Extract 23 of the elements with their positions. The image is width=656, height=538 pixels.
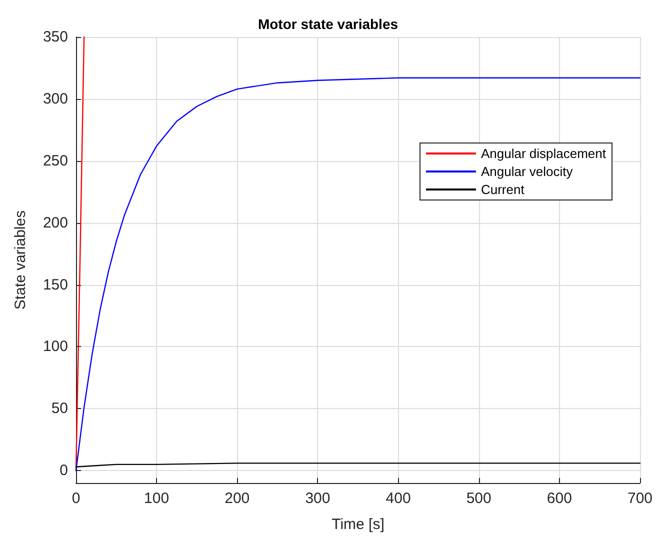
x-tick-label: 0 (72, 490, 80, 507)
y-tick-label: 200 (42, 214, 68, 232)
x-tick-label: 400 (386, 490, 411, 507)
y-tick-label: 350 (42, 28, 68, 46)
x-tick-label: 500 (466, 490, 492, 507)
chart-title: Motor state variables (258, 16, 398, 32)
legend-label: Angular velocity (480, 164, 574, 179)
y-tick-label: 300 (42, 90, 68, 108)
y-tick-label: 50 (51, 400, 68, 418)
line-series (75, 77, 641, 472)
x-tick-label: 200 (224, 490, 250, 507)
y-tick-label: 100 (42, 338, 68, 356)
y-axis-title: State variables (12, 210, 29, 310)
y-tick-label: 250 (42, 152, 68, 170)
legend-label: Angular displacement (480, 146, 606, 161)
x-tick-label: 600 (546, 490, 572, 507)
y-tick-label: 0 (60, 462, 68, 480)
legend-label: Current (480, 182, 525, 197)
x-axis-title: Time [s] (332, 516, 384, 533)
y-tick-label: 150 (42, 276, 68, 294)
x-tick-label: 700 (627, 490, 653, 507)
x-tick-label: 100 (144, 490, 170, 507)
x-tick-label: 300 (305, 490, 330, 507)
